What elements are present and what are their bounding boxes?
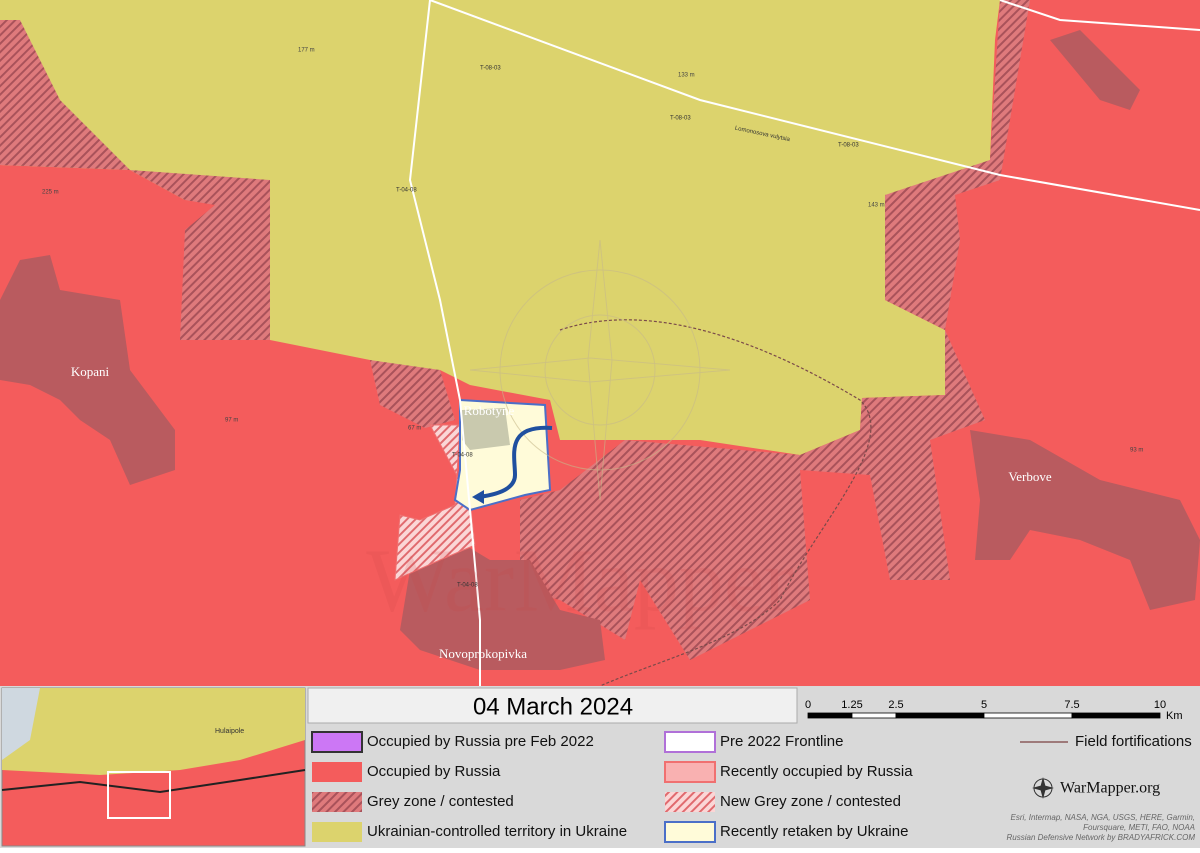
compass-rose [469, 239, 731, 501]
scale-segment [851, 712, 897, 719]
grey-zone [370, 360, 455, 428]
road-label: T-08-03 [838, 143, 859, 149]
date: 04 March 2024 [473, 693, 633, 720]
arrow-head [472, 490, 484, 504]
place-label: Novoprokopivka [439, 646, 527, 661]
brand: WarMapper.org [1060, 780, 1160, 797]
built-up [970, 430, 1200, 610]
legend-swatch [312, 822, 362, 842]
elevation-label: 225 m [42, 190, 59, 196]
grey-zone [885, 0, 1030, 330]
scale-label: 5 [981, 699, 987, 711]
legend-items: Occupied by Russia pre Feb 2022 Occupied … [311, 731, 913, 843]
advance-arrow [477, 425, 553, 499]
legend-label: Occupied by Russia pre Feb 2022 [367, 733, 594, 750]
legend-label: Occupied by Russia [367, 763, 501, 780]
recently-occupied [394, 424, 476, 581]
inset-map: Hulaipole [1, 687, 306, 847]
scale-segment [1071, 712, 1161, 719]
elevation-label: 177 m [298, 48, 315, 54]
built-up [400, 548, 605, 670]
inset-label: Hulaipole [215, 728, 244, 735]
legend-swatch [664, 761, 716, 783]
grey-zone [0, 20, 130, 170]
legend-label: Field fortifications [1075, 733, 1192, 750]
brand-icon [1032, 777, 1054, 799]
elevation-label: 143 m [868, 203, 885, 209]
credits: Foursquare, METI, FAO, NOAA [1083, 823, 1195, 832]
legend-label: Ukrainian-controlled territory in Ukrain… [367, 823, 627, 840]
place-label: Kopani [71, 364, 110, 379]
legend-label: New Grey zone / contested [720, 793, 901, 810]
ukraine-area [0, 0, 1000, 455]
road-label: T-04-08 [457, 583, 478, 589]
road-label: T-08-03 [480, 66, 501, 72]
road-label: T-04-08 [396, 188, 417, 194]
legend-swatch [665, 792, 715, 812]
legend-swatch [664, 821, 716, 843]
credits: Russian Defensive Network by BRADYAFRICK… [1007, 833, 1196, 842]
legend-swatch [312, 792, 362, 812]
road-label: T-04-08 [452, 453, 473, 459]
scale-label: 10 [1154, 699, 1166, 711]
watermark: WarMapper [366, 532, 794, 631]
scale-label: 1.25 [841, 699, 862, 711]
legend-swatch [312, 762, 362, 782]
scale-label: 2.5 [888, 699, 903, 711]
scale-segment [895, 712, 985, 719]
place-label: Verbove [1008, 469, 1052, 484]
elevation-label: 97 m [225, 418, 238, 424]
legend-swatch [664, 731, 716, 753]
roads [408, 0, 1200, 686]
legend-label: Grey zone / contested [367, 793, 514, 810]
elevation-label: 67 m [408, 426, 421, 432]
road-label: T-08-03 [670, 116, 691, 122]
elevation-label: 133 m [678, 73, 695, 79]
village-block [462, 408, 510, 450]
grey-zone [130, 170, 270, 340]
scale-label: 7.5 [1064, 699, 1079, 711]
map: WarMapper Kopani Robotyne Verbove Novopr… [0, 0, 1200, 687]
credits: Esri, Intermap, NASA, NGA, USGS, HERE, G… [1011, 813, 1196, 822]
legend-label: Recently retaken by Ukraine [720, 823, 908, 840]
elevation-label: 93 m [1130, 448, 1143, 454]
legend-swatch [311, 731, 363, 753]
scale-segment [807, 712, 853, 719]
legend-label: Recently occupied by Russia [720, 763, 913, 780]
legend-label: Pre 2022 Frontline [720, 733, 843, 750]
legend: Hulaipole 04 March 2024 0 1.25 2.5 5 7.5 10Km… [0, 686, 1200, 848]
place-label: Robotyne [464, 403, 515, 418]
scale-label: 0 [805, 699, 811, 711]
built-up [0, 255, 175, 485]
scale-unit: Km [1166, 710, 1183, 722]
built-up [1050, 30, 1140, 110]
scale-segment [983, 712, 1073, 719]
